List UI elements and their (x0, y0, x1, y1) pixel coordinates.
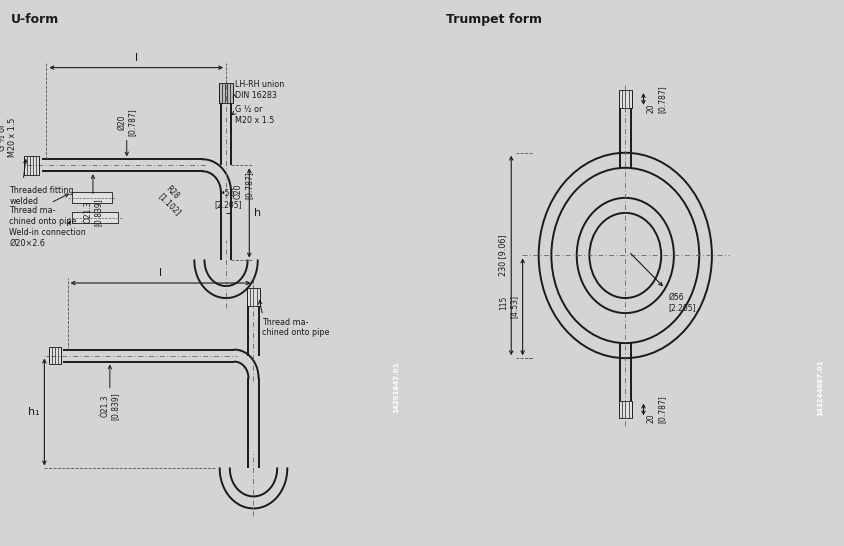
Text: Thread ma-
chined onto pipe: Thread ma- chined onto pipe (9, 206, 77, 226)
Text: Trumpet form: Trumpet form (446, 13, 541, 26)
Text: 115
[4.53]: 115 [4.53] (499, 295, 518, 318)
Text: Thread ma-
chined onto pipe: Thread ma- chined onto pipe (262, 318, 329, 337)
Bar (618, 401, 631, 418)
Text: Ò21.3
[0.839]: Ò21.3 [0.839] (100, 392, 119, 420)
Bar (72, 192, 111, 203)
Bar (246, 288, 260, 306)
Text: U-form: U-form (10, 13, 59, 26)
Bar (49, 347, 61, 364)
Text: 230 [9.06]: 230 [9.06] (497, 235, 506, 276)
Text: Threaded fitting
welded: Threaded fitting welded (9, 186, 73, 206)
Text: Ø20
[0.787]: Ø20 [0.787] (117, 109, 136, 136)
Bar (219, 82, 233, 103)
Bar (24, 156, 39, 175)
Text: h₁: h₁ (28, 407, 40, 417)
Text: •56
[2.205]: •56 [2.205] (214, 189, 241, 209)
Text: Ò20
[0.787]: Ò20 [0.787] (233, 171, 252, 199)
Text: 20
[0.787]: 20 [0.787] (647, 85, 665, 113)
Bar (618, 90, 631, 108)
Text: l: l (159, 268, 162, 278)
Text: LH-RH union
DIN 16283: LH-RH union DIN 16283 (235, 80, 284, 99)
Text: l: l (134, 52, 138, 63)
Text: G ½ or
M20 x 1.5: G ½ or M20 x 1.5 (235, 105, 274, 124)
Text: Weld-in connection
Ø20×2.6: Weld-in connection Ø20×2.6 (9, 228, 86, 247)
Text: 20
[0.787]: 20 [0.787] (647, 396, 665, 423)
Text: 14291847.01: 14291847.01 (392, 362, 399, 413)
Text: 143244687.01: 143244687.01 (816, 359, 823, 416)
Text: Ò21.3
[0.839]: Ò21.3 [0.839] (84, 198, 102, 225)
Text: h: h (254, 208, 261, 218)
Text: G ½ or
M20 x 1.5: G ½ or M20 x 1.5 (0, 118, 17, 157)
Text: Ø56
[2.205]: Ø56 [2.205] (668, 293, 695, 312)
Text: R28
[1.102]: R28 [1.102] (156, 184, 189, 217)
Bar (72, 212, 118, 223)
